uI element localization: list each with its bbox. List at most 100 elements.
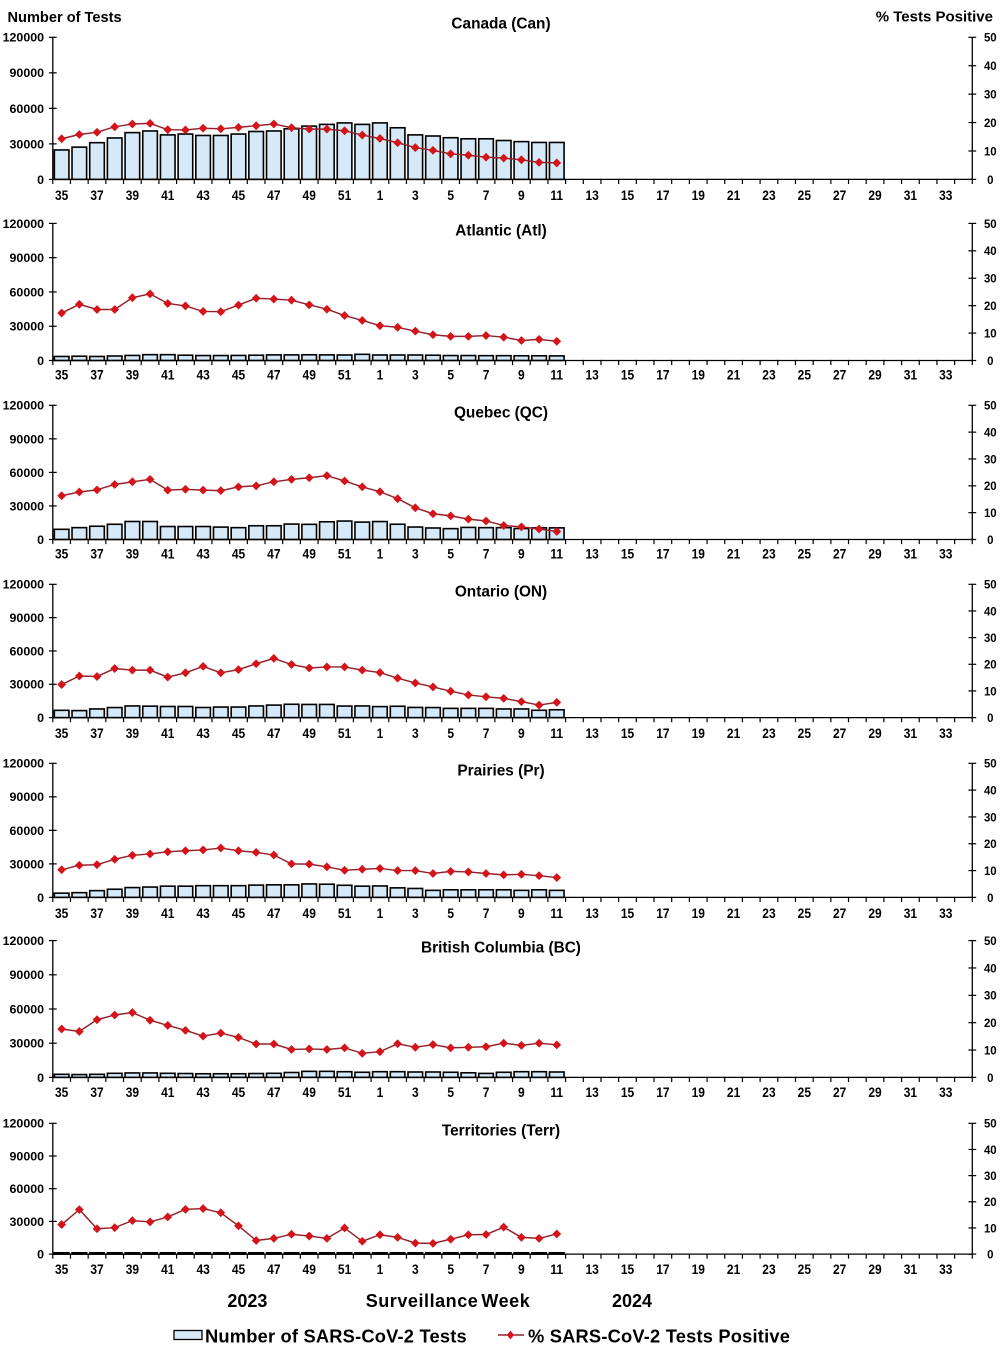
- svg-text:11: 11: [550, 725, 563, 741]
- svg-text:39: 39: [126, 725, 139, 741]
- svg-text:13: 13: [585, 1084, 598, 1100]
- svg-text:49: 49: [303, 1084, 316, 1100]
- svg-text:0: 0: [987, 172, 994, 187]
- svg-text:30: 30: [984, 87, 997, 102]
- svg-text:11: 11: [550, 187, 563, 203]
- svg-text:15: 15: [621, 367, 634, 383]
- svg-text:41: 41: [161, 187, 174, 203]
- svg-text:43: 43: [196, 725, 209, 741]
- svg-text:23: 23: [762, 1261, 775, 1277]
- svg-text:23: 23: [762, 367, 775, 383]
- svg-text:45: 45: [232, 546, 245, 562]
- svg-text:35: 35: [55, 1261, 68, 1277]
- svg-text:11: 11: [550, 546, 563, 562]
- svg-text:Territories (Terr): Territories (Terr): [442, 1122, 560, 1139]
- svg-text:25: 25: [798, 367, 811, 383]
- svg-text:27: 27: [833, 367, 846, 383]
- svg-text:17: 17: [656, 187, 669, 203]
- svg-text:19: 19: [692, 725, 705, 741]
- svg-text:30000: 30000: [10, 320, 45, 334]
- svg-text:45: 45: [232, 1261, 245, 1277]
- svg-text:9: 9: [518, 546, 525, 562]
- svg-text:50: 50: [984, 30, 997, 45]
- svg-text:29: 29: [868, 905, 881, 921]
- svg-text:35: 35: [55, 1084, 68, 1100]
- svg-text:60000: 60000: [10, 285, 45, 299]
- svg-text:19: 19: [692, 187, 705, 203]
- svg-text:33: 33: [939, 1261, 952, 1277]
- svg-text:90000: 90000: [10, 66, 45, 80]
- svg-text:39: 39: [126, 367, 139, 383]
- svg-text:37: 37: [90, 367, 103, 383]
- svg-text:15: 15: [621, 187, 634, 203]
- svg-text:25: 25: [798, 1084, 811, 1100]
- svg-text:7: 7: [483, 725, 490, 741]
- svg-text:40: 40: [984, 604, 997, 619]
- svg-text:35: 35: [55, 905, 68, 921]
- svg-text:30000: 30000: [10, 499, 45, 513]
- svg-text:37: 37: [90, 905, 103, 921]
- svg-text:0: 0: [37, 711, 44, 725]
- svg-text:5: 5: [447, 725, 454, 741]
- svg-text:1: 1: [377, 187, 384, 203]
- svg-text:Number of SARS-CoV-2 Tests: Number of SARS-CoV-2 Tests: [205, 1326, 467, 1347]
- svg-text:60000: 60000: [10, 1002, 45, 1016]
- svg-text:1: 1: [377, 1261, 384, 1277]
- svg-text:39: 39: [126, 1261, 139, 1277]
- svg-text:40: 40: [984, 961, 997, 976]
- svg-text:19: 19: [692, 367, 705, 383]
- svg-text:39: 39: [126, 1084, 139, 1100]
- svg-text:21: 21: [727, 367, 740, 383]
- svg-text:51: 51: [338, 725, 351, 741]
- svg-text:50: 50: [984, 1116, 997, 1131]
- svg-text:3: 3: [412, 1261, 419, 1277]
- svg-text:0: 0: [37, 533, 44, 547]
- svg-text:0: 0: [37, 354, 44, 368]
- svg-text:20: 20: [984, 1016, 997, 1031]
- svg-text:30000: 30000: [10, 678, 45, 692]
- svg-text:13: 13: [585, 905, 598, 921]
- svg-text:17: 17: [656, 367, 669, 383]
- svg-text:45: 45: [232, 367, 245, 383]
- svg-text:49: 49: [303, 1261, 316, 1277]
- svg-text:27: 27: [833, 905, 846, 921]
- svg-text:29: 29: [868, 367, 881, 383]
- svg-text:50: 50: [984, 934, 997, 949]
- svg-text:43: 43: [196, 187, 209, 203]
- svg-text:11: 11: [550, 1084, 563, 1100]
- svg-text:15: 15: [621, 546, 634, 562]
- svg-text:49: 49: [303, 187, 316, 203]
- svg-text:33: 33: [939, 187, 952, 203]
- svg-text:51: 51: [338, 1261, 351, 1277]
- svg-text:27: 27: [833, 1084, 846, 1100]
- svg-text:45: 45: [232, 905, 245, 921]
- svg-text:40: 40: [984, 425, 997, 440]
- svg-text:120000: 120000: [3, 578, 44, 592]
- svg-text:7: 7: [483, 1261, 490, 1277]
- svg-text:30: 30: [984, 810, 997, 825]
- svg-text:1: 1: [377, 1084, 384, 1100]
- svg-text:Ontario (ON): Ontario (ON): [455, 583, 547, 600]
- svg-text:47: 47: [267, 1261, 280, 1277]
- svg-text:45: 45: [232, 187, 245, 203]
- svg-text:43: 43: [196, 546, 209, 562]
- svg-text:9: 9: [518, 1084, 525, 1100]
- svg-text:51: 51: [338, 1084, 351, 1100]
- svg-text:43: 43: [196, 905, 209, 921]
- svg-text:30: 30: [984, 271, 997, 286]
- svg-text:120000: 120000: [3, 31, 44, 45]
- svg-text:9: 9: [518, 367, 525, 383]
- svg-text:15: 15: [621, 1261, 634, 1277]
- svg-text:29: 29: [868, 1261, 881, 1277]
- svg-text:25: 25: [798, 725, 811, 741]
- svg-text:50: 50: [984, 216, 997, 231]
- svg-text:90000: 90000: [10, 968, 45, 982]
- svg-text:19: 19: [692, 1084, 705, 1100]
- svg-text:47: 47: [267, 187, 280, 203]
- svg-text:27: 27: [833, 725, 846, 741]
- svg-text:50: 50: [984, 577, 997, 592]
- svg-text:3: 3: [412, 905, 419, 921]
- svg-text:120000: 120000: [3, 757, 44, 771]
- svg-text:51: 51: [338, 187, 351, 203]
- svg-text:0: 0: [987, 711, 994, 726]
